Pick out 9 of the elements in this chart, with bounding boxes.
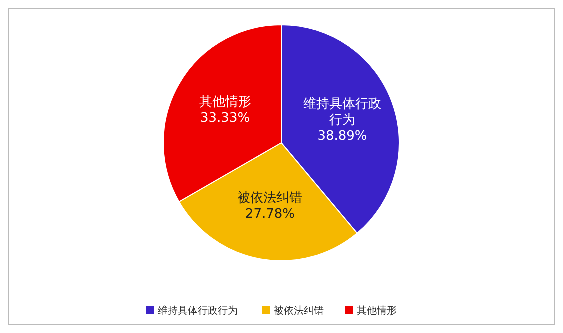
slice-label: 维持具体行政行为 — [302, 96, 382, 129]
data-label: 27.78% — [245, 206, 295, 223]
legend-label: 其他情形 — [357, 305, 397, 317]
slice-label: 其他情形 — [198, 94, 252, 111]
legend-label: 维持具体行政行为 — [158, 305, 238, 317]
data-label: 33.33% — [200, 110, 250, 127]
legend-label: 被依法纠错 — [274, 305, 324, 317]
data-label: 38.89% — [318, 128, 368, 145]
slice-label: 被依法纠错 — [236, 190, 304, 207]
